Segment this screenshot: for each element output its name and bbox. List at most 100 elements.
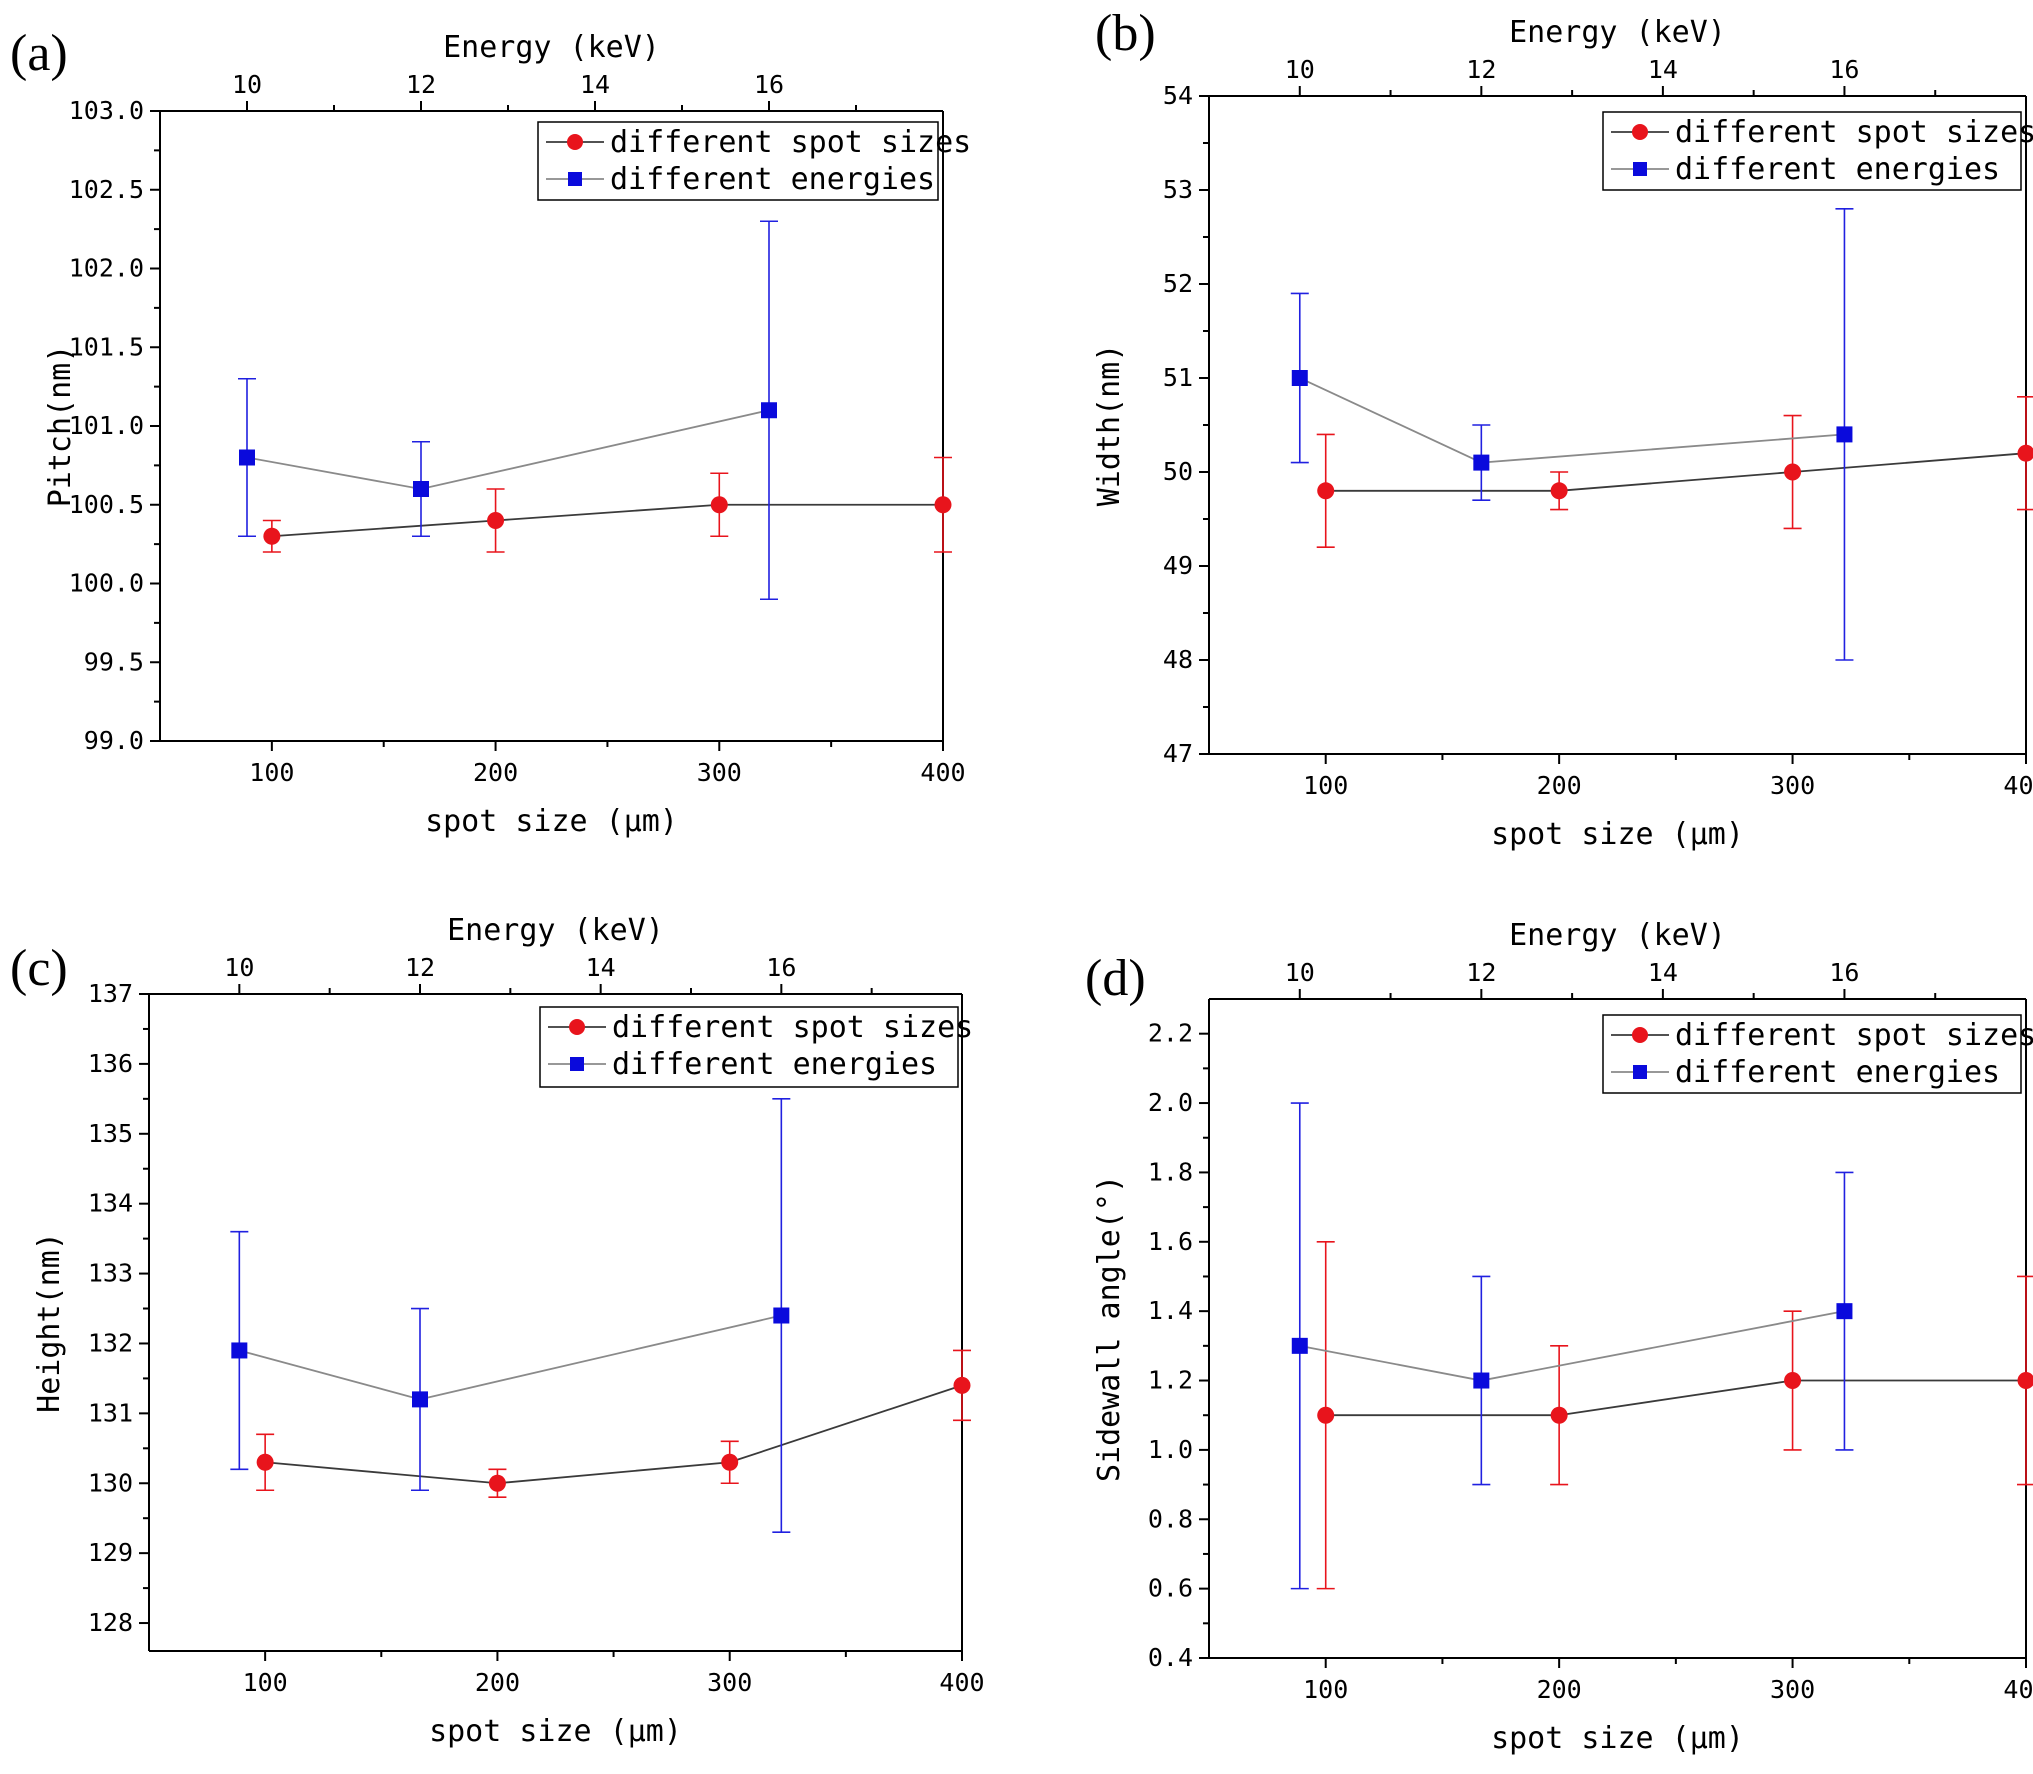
- y-tick-label: 132: [88, 1328, 133, 1357]
- y-tick-label: 52: [1163, 269, 1193, 298]
- x-axis-title: spot size (μm): [425, 804, 678, 839]
- x-tick-label: 200: [1537, 771, 1582, 800]
- y-tick-label: 134: [88, 1189, 133, 1218]
- spot-size-marker: [487, 512, 505, 529]
- x-tick-label: 300: [1770, 1675, 1815, 1704]
- spot-size-marker: [721, 1453, 739, 1471]
- spot-size-marker: [710, 496, 728, 514]
- y-tick-label: 49: [1163, 551, 1193, 580]
- x-tick-label: 400: [2003, 1675, 2033, 1704]
- y-tick-label: 131: [88, 1398, 133, 1427]
- energy-marker: [773, 1307, 790, 1324]
- x2-tick-label: 14: [1648, 55, 1678, 84]
- x2-tick-label: 10: [224, 953, 254, 982]
- spot-size-marker: [2017, 444, 2033, 462]
- y-tick-label: 53: [1163, 175, 1193, 204]
- legend-marker-circle: [567, 134, 583, 150]
- y-tick-label: 1.2: [1148, 1366, 1193, 1395]
- x2-tick-label: 16: [1829, 55, 1859, 84]
- y-tick-label: 99.0: [84, 726, 144, 755]
- legend-label: different energies: [612, 1047, 937, 1082]
- x2-tick-label: 12: [406, 70, 436, 99]
- y-tick-label: 1.6: [1148, 1227, 1193, 1256]
- x2-tick-label: 16: [766, 953, 796, 982]
- y-tick-label: 102.0: [69, 254, 144, 283]
- x-tick-label: 400: [939, 1668, 984, 1697]
- y-tick-label: 102.5: [69, 175, 144, 204]
- x2-tick-label: 14: [1648, 958, 1678, 987]
- y-tick-label: 133: [88, 1259, 133, 1288]
- legend-label: different spot sizes: [610, 125, 971, 160]
- spot-size-marker: [1317, 1406, 1335, 1424]
- y-tick-label: 129: [88, 1538, 133, 1567]
- y-tick-label: 1.0: [1148, 1435, 1193, 1464]
- x-tick-label: 300: [697, 758, 742, 787]
- series-line: [271, 503, 943, 538]
- series-line: [1299, 377, 1845, 464]
- series-line: [246, 409, 770, 490]
- x-tick-label: 300: [707, 1668, 752, 1697]
- legend-marker-square: [570, 1057, 584, 1071]
- energy-marker: [1836, 1303, 1853, 1320]
- y-tick-label: 0.4: [1148, 1643, 1193, 1672]
- energy-marker: [412, 1391, 428, 1408]
- legend-marker-circle: [569, 1019, 585, 1035]
- x2-axis-title: Energy (keV): [447, 913, 664, 948]
- y-tick-label: 1.8: [1148, 1157, 1193, 1186]
- spot-size-marker: [256, 1453, 274, 1471]
- x2-axis-title: Energy (keV): [1509, 918, 1726, 953]
- y-tick-label: 50: [1163, 457, 1193, 486]
- series-line: [1299, 1310, 1845, 1382]
- spot-size-marker: [1784, 1372, 1802, 1390]
- y-tick-label: 137: [88, 979, 133, 1008]
- energy-marker: [1291, 1337, 1308, 1354]
- y-tick-label: 2.0: [1148, 1088, 1193, 1117]
- x2-axis-title: Energy (keV): [443, 30, 660, 65]
- x-tick-label: 300: [1770, 771, 1815, 800]
- legend-label: different energies: [1675, 152, 2000, 187]
- y-tick-label: 135: [88, 1119, 133, 1148]
- energy-marker: [1473, 1372, 1490, 1389]
- legend-box: [539, 1006, 959, 1088]
- legend-label: different spot sizes: [1675, 115, 2033, 150]
- x-tick-label: 400: [2003, 771, 2033, 800]
- x2-tick-label: 10: [232, 70, 262, 99]
- panel-label: (a): [10, 25, 68, 82]
- y-tick-label: 128: [88, 1608, 133, 1637]
- y-tick-label: 136: [88, 1049, 133, 1078]
- x-tick-label: 200: [475, 1668, 520, 1697]
- y-tick-label: 101.5: [69, 332, 144, 361]
- spot-size-marker: [488, 1474, 506, 1492]
- spot-size-marker: [953, 1376, 971, 1394]
- series-line: [1325, 1379, 2026, 1417]
- y-axis-title: Pitch(nm): [43, 345, 78, 508]
- y-tick-label: 48: [1163, 645, 1193, 674]
- series-line: [1325, 452, 2027, 492]
- chart-panel: (c) 100 200 300 400 10 12 14 16 128 129 130 131 132 13…: [10, 913, 985, 1749]
- spot-size-marker: [2017, 1372, 2033, 1390]
- y-axis-title: Sidewall angle(°): [1092, 1175, 1127, 1482]
- y-axis-title: Width(nm): [1092, 344, 1127, 507]
- chart-panel: (a) 100 200 300 400 10 12 14 16 99.0 99.5 100.0 100.…: [10, 25, 971, 839]
- energy-marker: [761, 402, 777, 419]
- energy-marker: [413, 481, 429, 497]
- y-tick-label: 2.2: [1148, 1019, 1193, 1048]
- legend-label: different energies: [1675, 1055, 2000, 1090]
- x2-tick-label: 14: [586, 953, 616, 982]
- legend-box: [1602, 1014, 2022, 1094]
- y-tick-label: 1.4: [1148, 1296, 1193, 1325]
- energy-marker: [1836, 426, 1853, 443]
- spot-size-marker: [1784, 463, 1802, 481]
- spot-size-marker: [1317, 482, 1335, 500]
- chart-panel: (b) 100 200 300 400 10 12 14 16 47 48 49 50 51 52 53 54 s…: [1092, 5, 2033, 852]
- panel-label: (c): [10, 940, 68, 997]
- legend-box: [537, 121, 939, 201]
- x-tick-label: 200: [473, 758, 518, 787]
- y-tick-label: 0.8: [1148, 1504, 1193, 1533]
- energy-marker: [239, 449, 255, 466]
- x2-tick-label: 16: [754, 70, 784, 99]
